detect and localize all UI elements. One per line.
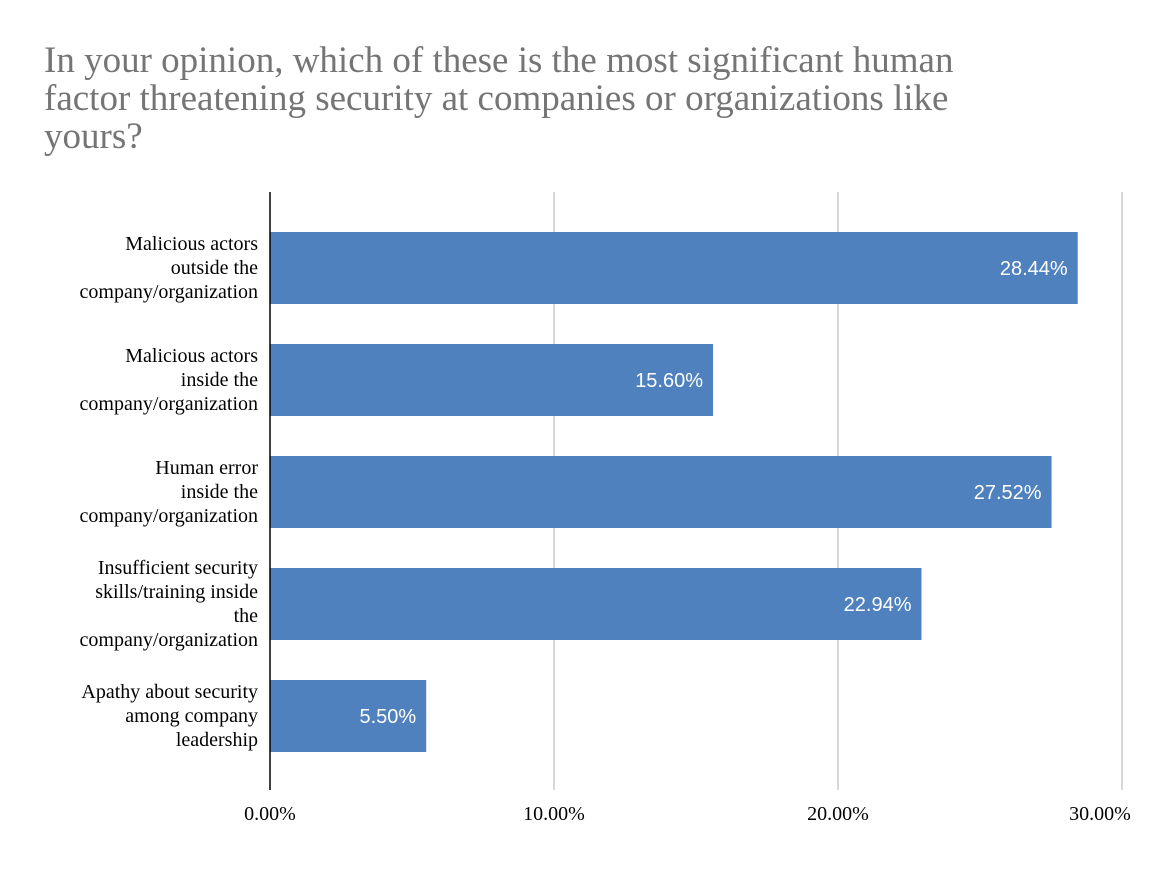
chart-title: In your opinion, which of these is the m… <box>44 42 1104 156</box>
data-label: 27.52% <box>974 482 1042 504</box>
category-label: Human error inside the company/organizatio… <box>18 456 258 528</box>
category-label-line: company/organization <box>79 629 258 651</box>
category-label: Malicious actors outside the company/organ… <box>18 232 258 304</box>
chart-title-line: yours? <box>44 116 143 157</box>
category-label-line: leadership <box>175 729 258 751</box>
bar <box>270 680 427 752</box>
chart-title-line: factor threatening security at companies… <box>44 78 949 119</box>
chart-title-line: In your opinion, which of these is the m… <box>44 40 954 81</box>
data-label: 28.44% <box>1000 258 1068 280</box>
data-label: 15.60% <box>635 370 703 392</box>
bar <box>270 456 1052 528</box>
category-label-line: company/organization <box>79 505 258 527</box>
x-tick-label: 0.00% <box>244 803 296 825</box>
category-label-line: company/organization <box>79 393 258 415</box>
category-label-line: Human error <box>155 457 258 479</box>
data-label: 22.94% <box>844 594 912 616</box>
category-label-line: skills/training inside <box>95 581 258 603</box>
category-label-line: outside the <box>170 257 258 279</box>
category-label-line: Apathy about security <box>81 681 258 703</box>
bar <box>270 232 1078 304</box>
x-tick-label: 30.00% <box>1069 803 1131 825</box>
bar <box>270 568 922 640</box>
category-label: Malicious actors inside the company/organi… <box>18 344 258 416</box>
category-label-line: Insufficient security <box>97 557 258 579</box>
category-label-line: among company <box>125 705 258 727</box>
category-label-line: the <box>233 605 258 627</box>
category-label-line: inside the <box>180 369 258 391</box>
category-label: Apathy about security among company leader… <box>18 680 258 752</box>
category-label-line: inside the <box>180 481 258 503</box>
x-tick-label: 20.00% <box>807 803 869 825</box>
category-label-line: company/organization <box>79 281 258 303</box>
x-tick-label: 10.00% <box>523 803 585 825</box>
category-label-line: Malicious actors <box>125 233 258 255</box>
bar <box>270 344 714 416</box>
data-label: 5.50% <box>359 706 416 728</box>
category-label-line: Malicious actors <box>125 345 258 367</box>
category-label: Insufficient security skills/training ins… <box>18 556 258 652</box>
